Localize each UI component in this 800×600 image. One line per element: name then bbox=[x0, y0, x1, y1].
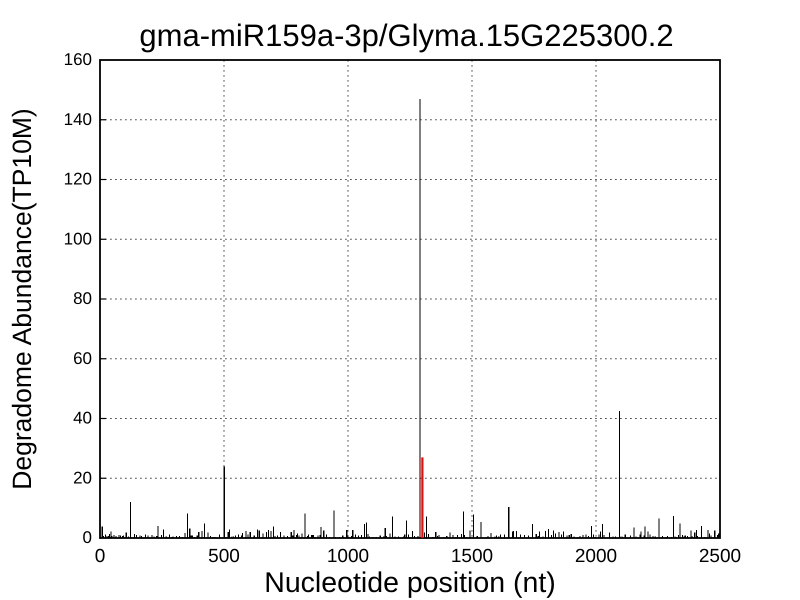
svg-text:Nucleotide position (nt): Nucleotide position (nt) bbox=[264, 567, 556, 599]
svg-text:20: 20 bbox=[73, 468, 92, 487]
svg-text:160: 160 bbox=[64, 50, 92, 69]
svg-text:40: 40 bbox=[73, 409, 92, 428]
svg-text:500: 500 bbox=[208, 546, 240, 567]
svg-text:1000: 1000 bbox=[327, 546, 369, 567]
svg-text:0: 0 bbox=[95, 546, 106, 567]
svg-text:gma-miR159a-3p/Glyma.15G225300: gma-miR159a-3p/Glyma.15G225300.2 bbox=[139, 18, 673, 53]
svg-text:0: 0 bbox=[83, 528, 92, 547]
svg-text:60: 60 bbox=[73, 349, 92, 368]
svg-text:2000: 2000 bbox=[575, 546, 617, 567]
svg-text:120: 120 bbox=[64, 170, 92, 189]
svg-text:1500: 1500 bbox=[451, 546, 493, 567]
svg-text:140: 140 bbox=[64, 110, 92, 129]
svg-text:2500: 2500 bbox=[699, 546, 741, 567]
svg-text:80: 80 bbox=[73, 289, 92, 308]
svg-text:Degradome Abundance(TP10M): Degradome Abundance(TP10M) bbox=[7, 108, 37, 490]
svg-text:100: 100 bbox=[64, 229, 92, 248]
